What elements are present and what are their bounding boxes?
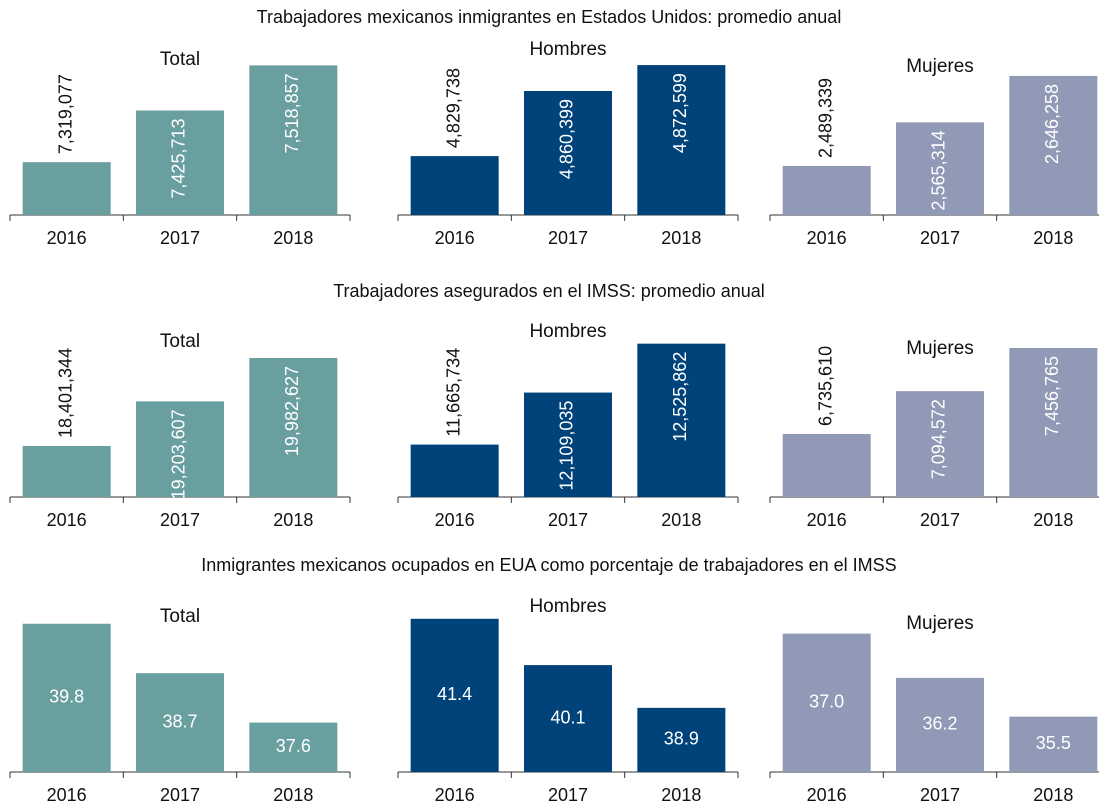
x-tick-label: 2016 <box>47 228 87 248</box>
bar <box>136 110 224 215</box>
data-label: 39.8 <box>49 687 84 707</box>
x-tick-label: 2016 <box>435 785 475 803</box>
x-tick-label: 2017 <box>160 510 200 530</box>
x-tick-label: 2017 <box>920 228 960 248</box>
x-tick-label: 2018 <box>661 510 701 530</box>
x-tick-label: 2018 <box>661 228 701 248</box>
x-tick-label: 2017 <box>548 785 588 803</box>
bar <box>782 633 871 772</box>
x-tick-label: 2018 <box>1033 510 1073 530</box>
data-label: 38.9 <box>664 729 699 749</box>
data-label: 2,565,314 <box>929 130 949 210</box>
x-tick-label: 2016 <box>435 510 475 530</box>
bar <box>410 156 499 215</box>
chart-title: Hombres <box>529 596 606 617</box>
data-label: 2,646,258 <box>1042 84 1062 164</box>
x-tick-label: 2018 <box>273 510 313 530</box>
x-tick-label: 2017 <box>920 785 960 803</box>
data-label: 35.5 <box>1036 733 1071 753</box>
bar <box>410 444 499 497</box>
bar <box>410 618 499 772</box>
bar <box>637 707 726 772</box>
x-tick-label: 2017 <box>160 228 200 248</box>
data-label: 18,401,344 <box>55 348 75 438</box>
x-tick-label: 2017 <box>160 785 200 803</box>
data-label: 37.0 <box>809 692 844 712</box>
section-title: Trabajadores mexicanos inmigrantes en Es… <box>257 7 842 27</box>
chart-title: Total <box>160 49 200 70</box>
x-tick-label: 2018 <box>661 785 701 803</box>
bar <box>22 446 111 497</box>
data-label: 19,982,627 <box>282 366 302 456</box>
bar <box>22 623 111 772</box>
data-label: 7,456,765 <box>1042 356 1062 436</box>
bar <box>524 665 612 772</box>
data-label: 6,735,610 <box>815 346 835 426</box>
data-label: 38.7 <box>162 711 197 731</box>
bar <box>1009 716 1098 772</box>
x-tick-label: 2016 <box>47 785 87 803</box>
section-title: Trabajadores asegurados en el IMSS: prom… <box>333 281 765 301</box>
bar <box>637 343 726 497</box>
data-label: 4,872,599 <box>670 73 690 153</box>
x-tick-label: 2017 <box>548 228 588 248</box>
data-label: 4,829,738 <box>443 68 463 148</box>
bar <box>896 122 984 215</box>
x-tick-label: 2018 <box>1033 785 1073 803</box>
bar <box>524 91 612 215</box>
bar <box>249 65 338 215</box>
bar <box>249 357 338 497</box>
bar <box>136 401 224 497</box>
data-label: 7,094,572 <box>929 399 949 479</box>
bar <box>1009 347 1098 497</box>
bar <box>1009 75 1098 215</box>
bar <box>249 722 338 772</box>
x-tick-label: 2018 <box>273 228 313 248</box>
data-label: 4,860,399 <box>557 99 577 179</box>
x-tick-label: 2018 <box>273 785 313 803</box>
chart-title: Mujeres <box>906 338 974 359</box>
x-tick-label: 2016 <box>807 228 847 248</box>
bar <box>782 166 871 215</box>
data-label: 40.1 <box>550 707 585 727</box>
data-label: 12,109,035 <box>557 401 577 491</box>
data-label: 37.6 <box>276 736 311 756</box>
data-label: 19,203,607 <box>169 409 189 499</box>
bar <box>524 392 612 497</box>
x-tick-label: 2016 <box>47 510 87 530</box>
data-label: 7,425,713 <box>169 119 189 199</box>
bar <box>637 65 726 215</box>
x-tick-label: 2018 <box>1033 228 1073 248</box>
bar <box>22 162 111 215</box>
chart-title: Mujeres <box>906 613 974 634</box>
bar <box>136 673 224 772</box>
data-label: 2,489,339 <box>815 78 835 158</box>
data-label: 7,319,077 <box>55 74 75 154</box>
x-tick-label: 2016 <box>807 510 847 530</box>
x-tick-label: 2016 <box>435 228 475 248</box>
section-title: Inmigrantes mexicanos ocupados en EUA co… <box>201 555 896 575</box>
data-label: 41.4 <box>437 684 472 704</box>
chart-title: Hombres <box>529 39 606 60</box>
chart-title: Mujeres <box>906 56 974 77</box>
chart-title: Hombres <box>529 321 606 342</box>
data-label: 36.2 <box>922 714 957 734</box>
x-tick-label: 2016 <box>807 785 847 803</box>
chart-title: Total <box>160 606 200 627</box>
data-label: 7,518,857 <box>282 73 302 153</box>
x-tick-label: 2017 <box>548 510 588 530</box>
bar <box>782 433 871 497</box>
chart-title: Total <box>160 331 200 352</box>
x-tick-label: 2017 <box>920 510 960 530</box>
bar <box>896 677 984 772</box>
data-label: 12,525,862 <box>670 352 690 442</box>
bar <box>896 391 984 497</box>
data-label: 11,665,734 <box>443 348 463 437</box>
